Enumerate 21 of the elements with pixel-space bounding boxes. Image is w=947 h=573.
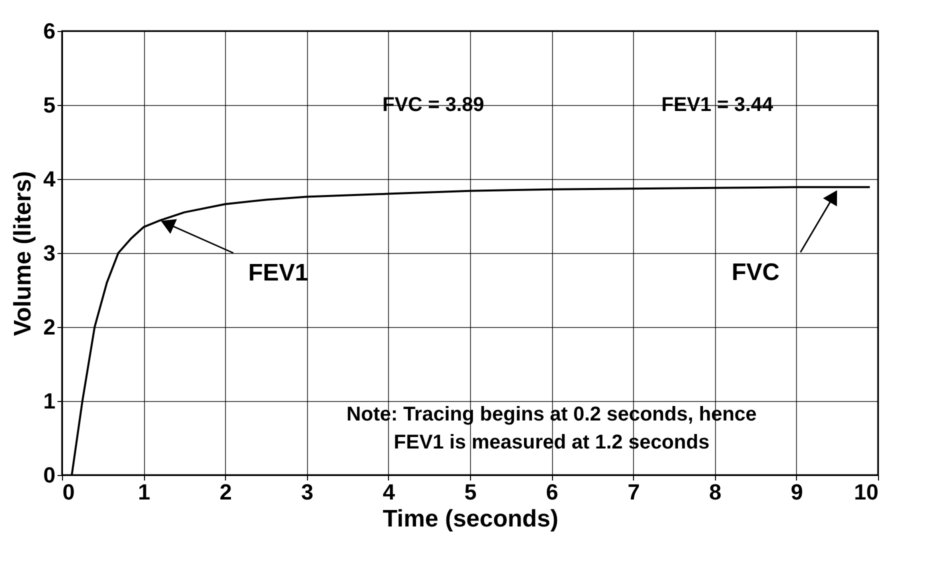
annotation: FVC bbox=[732, 258, 780, 286]
y-tick-label: 2 bbox=[43, 314, 56, 340]
y-tick-label: 4 bbox=[43, 166, 56, 192]
x-tick-label: 3 bbox=[301, 480, 314, 504]
y-tick-label: 0 bbox=[43, 462, 56, 488]
y-tick-label: 3 bbox=[43, 240, 56, 266]
x-tick-label: 4 bbox=[382, 480, 396, 504]
x-tick-label: 2 bbox=[220, 480, 232, 504]
y-tick-label: 5 bbox=[43, 92, 56, 118]
x-axis-title: Time (seconds) bbox=[382, 506, 558, 532]
y-axis-title: Volume (liters) bbox=[9, 171, 36, 336]
x-tick-label: 10 bbox=[854, 480, 878, 504]
x-tick-label: 5 bbox=[464, 480, 477, 504]
x-tick-label: 8 bbox=[709, 480, 722, 504]
x-tick-label: 0 bbox=[62, 480, 75, 504]
y-tick-label: 6 bbox=[43, 18, 56, 44]
x-tick-label: 9 bbox=[790, 480, 804, 504]
x-tick-label: 1 bbox=[138, 480, 150, 504]
x-tick-label: 6 bbox=[546, 480, 558, 504]
y-tick-label: 1 bbox=[43, 388, 56, 414]
x-tick-label: 7 bbox=[628, 480, 640, 504]
